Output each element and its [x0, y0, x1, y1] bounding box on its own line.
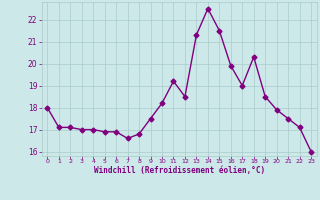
X-axis label: Windchill (Refroidissement éolien,°C): Windchill (Refroidissement éolien,°C) [94, 166, 265, 175]
